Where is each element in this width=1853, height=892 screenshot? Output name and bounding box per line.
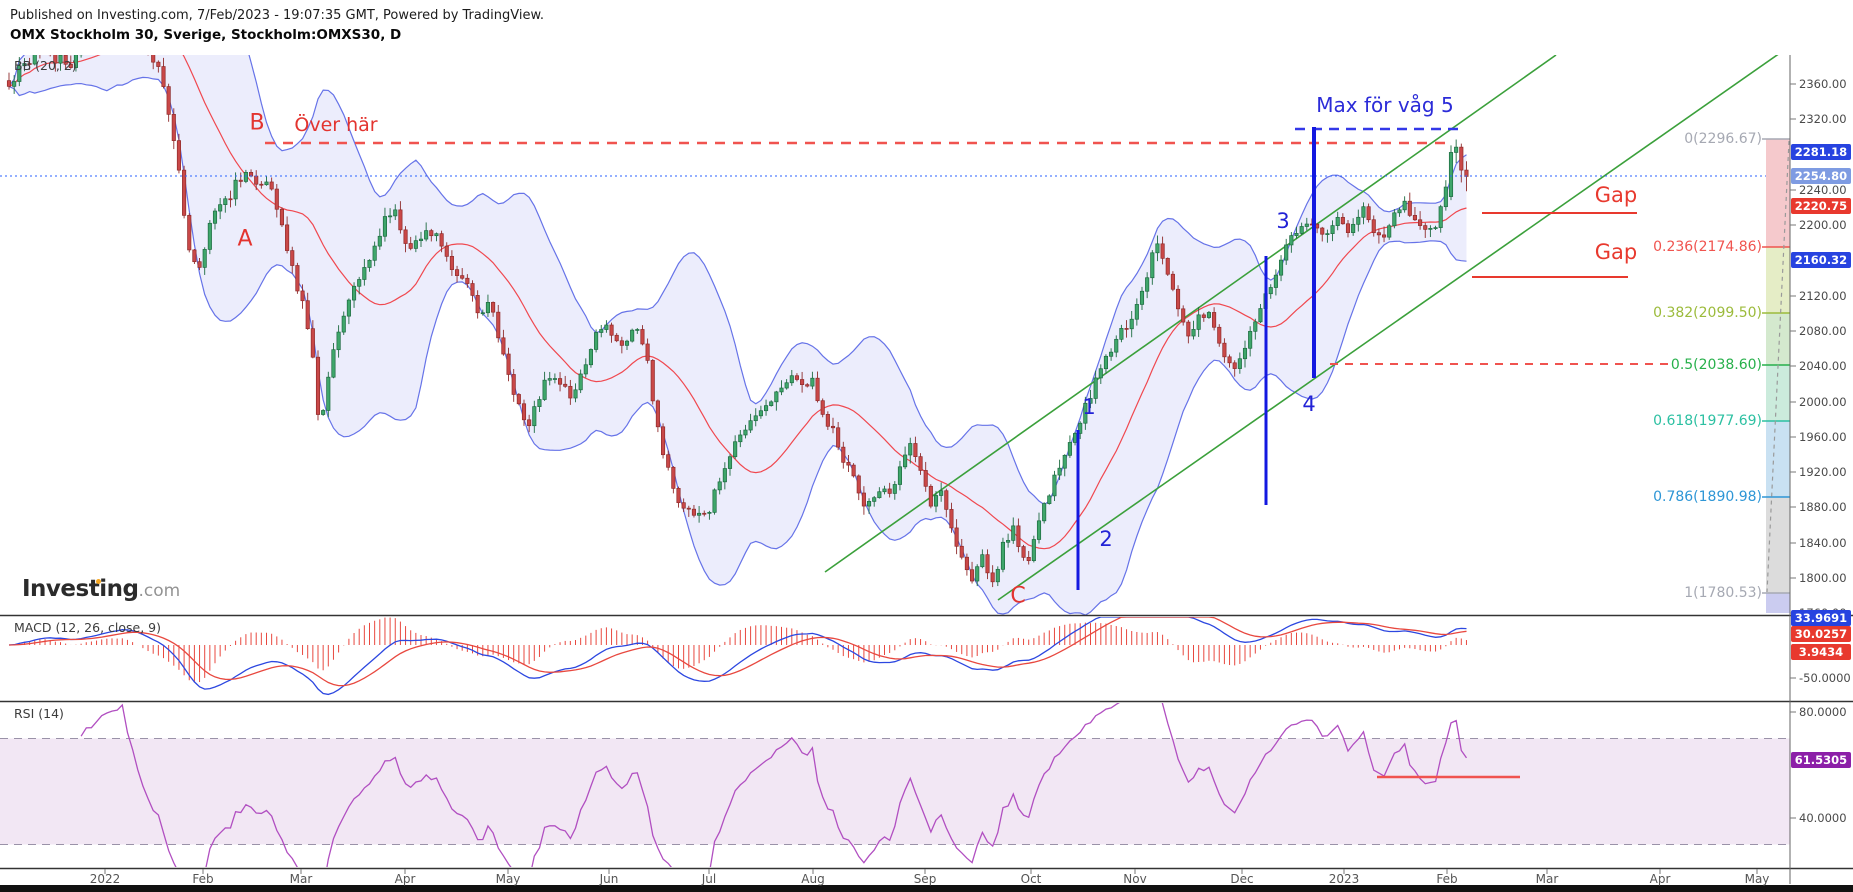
time-label-Aug[interactable]: Aug [801, 872, 825, 886]
time-label-Jul[interactable]: Jul [701, 872, 717, 886]
time-label-Apr[interactable]: Apr [1649, 872, 1671, 886]
time-label-Dec[interactable]: Dec [1230, 872, 1254, 886]
candles [6, 55, 1469, 588]
macd-line [8, 617, 1467, 696]
annotation-3[interactable]: 3 [1276, 209, 1290, 233]
time-label-Sep[interactable]: Sep [913, 872, 937, 886]
annotation--ver-h-r[interactable]: Över här [294, 114, 378, 136]
price-tick-2360.00[interactable]: 2360.00 [1799, 77, 1847, 91]
fib-band-2 [1766, 313, 1790, 365]
fib-label-6[interactable]: 1(1780.53) [1684, 585, 1762, 601]
fib-label-3[interactable]: 0.5(2038.60) [1670, 357, 1762, 373]
rsi-tick-80.0000[interactable]: 80.0000 [1799, 705, 1847, 719]
bollinger-fill [9, 55, 1467, 615]
time-label-Feb[interactable]: Feb [192, 872, 214, 886]
rsi-tick-40.0000[interactable]: 40.0000 [1799, 811, 1847, 825]
fib-label-2[interactable]: 0.382(2099.50) [1653, 305, 1762, 321]
fib-band-1 [1766, 247, 1790, 313]
annotation-1[interactable]: 1 [1082, 395, 1096, 419]
fib-label-5[interactable]: 0.786(1890.98) [1653, 489, 1762, 505]
rsi-band-fill [0, 738, 1790, 845]
macd-tag-33.9691: 33.9691 [1791, 610, 1851, 626]
fib-label-1[interactable]: 0.236(2174.86) [1653, 239, 1762, 255]
price-tick-2080.00[interactable]: 2080.00 [1799, 324, 1847, 338]
time-label-Mar[interactable]: Mar [1535, 872, 1559, 886]
price-tag-2281.18: 2281.18 [1791, 144, 1851, 160]
price-tick-1960.00[interactable]: 1960.00 [1799, 430, 1847, 444]
price-tag-2254.80: 2254.80 [1791, 168, 1851, 184]
fib-band-4 [1766, 421, 1790, 497]
bottom-bar [0, 885, 1853, 892]
published-line: Published on Investing.com, 7/Feb/2023 -… [10, 8, 545, 23]
time-label-2022[interactable]: 2022 [89, 872, 121, 886]
rsi-tag-61.5305: 61.5305 [1791, 752, 1851, 768]
macd-tag-3.9434: 3.9434 [1791, 644, 1851, 660]
fib-band-0 [1766, 139, 1790, 247]
rsi-line [80, 703, 1468, 867]
investing-logo-suffix: .com [138, 581, 181, 601]
price-tag-2160.32: 2160.32 [1791, 252, 1851, 268]
price-tick-1840.00[interactable]: 1840.00 [1799, 536, 1847, 550]
bollinger-middle-line [8, 55, 1467, 550]
time-label-May[interactable]: May [495, 872, 521, 886]
price-tag-2220.75: 2220.75 [1791, 198, 1851, 214]
price-tick-2320.00[interactable]: 2320.00 [1799, 112, 1847, 126]
trend-channel-lower [997, 55, 1779, 601]
time-label-Apr[interactable]: Apr [394, 872, 416, 886]
price-tick-2040.00[interactable]: 2040.00 [1799, 359, 1847, 373]
time-label-Jun[interactable]: Jun [599, 872, 619, 886]
bollinger-lower-line [8, 76, 1467, 615]
price-tick-2000.00[interactable]: 2000.00 [1799, 395, 1847, 409]
fib-label-0[interactable]: 0(2296.67) [1684, 131, 1762, 147]
trend-channel-upper [824, 55, 1557, 573]
annotation-max-f-r-v-g-5[interactable]: Max för våg 5 [1316, 93, 1454, 117]
annotation-4[interactable]: 4 [1302, 392, 1316, 416]
price-tick-1800.00[interactable]: 1800.00 [1799, 571, 1847, 585]
rsi-indicator-label: RSI (14) [14, 706, 64, 721]
macd-tag-30.0257: 30.0257 [1791, 626, 1851, 642]
bb-indicator-label: BB (20, 2) [14, 58, 77, 73]
fib-label-4[interactable]: 0.618(1977.69) [1653, 413, 1762, 429]
time-label-Oct[interactable]: Oct [1020, 872, 1042, 886]
annotation-c[interactable]: C [1010, 583, 1026, 609]
annotation-gap[interactable]: Gap [1594, 183, 1638, 207]
price-tick-2200.00[interactable]: 2200.00 [1799, 218, 1847, 232]
macd-signal-line [8, 617, 1467, 687]
fib-band-5 [1766, 497, 1790, 593]
fib-trend-dashed-line [1766, 140, 1790, 593]
investing-logo-text: Investing [22, 576, 139, 602]
time-label-May[interactable]: May [1744, 872, 1770, 886]
price-tick-2120.00[interactable]: 2120.00 [1799, 289, 1847, 303]
investing-logo: Investing.com [22, 576, 180, 602]
time-label-Feb[interactable]: Feb [1436, 872, 1458, 886]
annotation-2[interactable]: 2 [1099, 527, 1113, 551]
macd-tick--50.0000[interactable]: -50.0000 [1799, 671, 1851, 685]
annotation-b[interactable]: B [249, 110, 265, 136]
symbol-title: OMX Stockholm 30, Sverige, Stockholm:OMX… [10, 27, 402, 43]
price-tick-1880.00[interactable]: 1880.00 [1799, 500, 1847, 514]
investing-logo-dot-icon [96, 579, 101, 584]
annotation-gap[interactable]: Gap [1594, 240, 1638, 264]
time-label-Mar[interactable]: Mar [289, 872, 313, 886]
price-tick-1920.00[interactable]: 1920.00 [1799, 465, 1847, 479]
price-tick-2240.00[interactable]: 2240.00 [1799, 183, 1847, 197]
fib-band-6 [1766, 593, 1790, 613]
annotation-a[interactable]: A [237, 226, 253, 252]
bollinger-upper-line [8, 55, 1467, 506]
time-label-Nov[interactable]: Nov [1123, 872, 1147, 886]
macd-indicator-label: MACD (12, 26, close, 9) [14, 620, 161, 635]
time-label-2023[interactable]: 2023 [1328, 872, 1360, 886]
